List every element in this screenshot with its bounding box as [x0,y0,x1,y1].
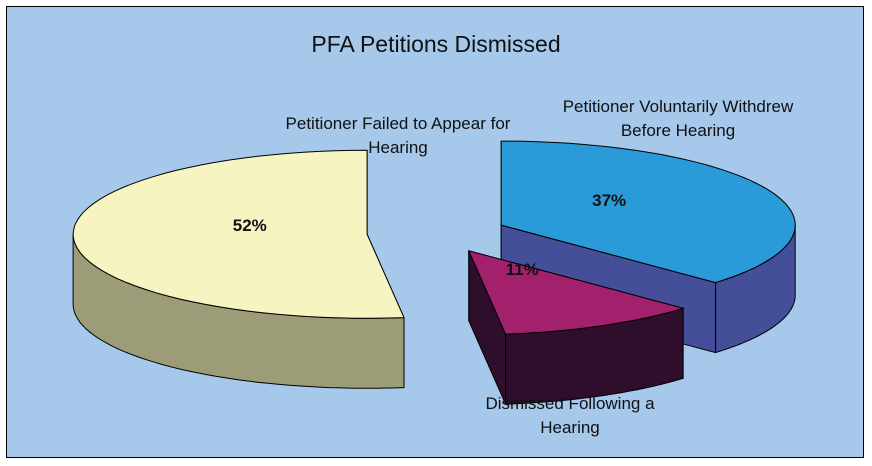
slice-top [467,250,685,335]
category-label: Petitioner Voluntarily Withdrew Before H… [562,97,794,140]
category-label: Petitioner Failed to Appear for Hearing [285,114,511,157]
pie-slice: 11% [467,250,685,405]
data-label: 37% [592,191,626,210]
pie-slice: 52% [72,149,405,389]
data-label: 52% [233,216,267,235]
data-label: 11% [506,260,539,279]
category-label: Dismissed Following a Hearing [485,394,655,437]
slice-top [72,149,405,319]
chart-title: PFA Petitions Dismissed [311,31,560,57]
slice-top [500,140,796,284]
